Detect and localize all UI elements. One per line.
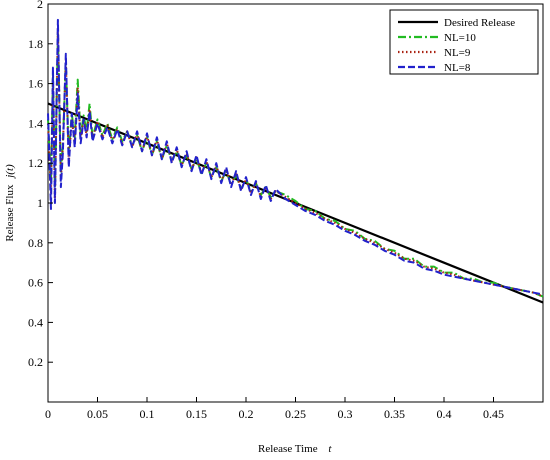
legend-label-nl8: NL=8	[444, 62, 471, 74]
y-tick-label: 1.2	[28, 156, 43, 170]
x-tick-label: 0.4	[437, 407, 452, 421]
x-axis-label: Release Time	[258, 443, 318, 455]
y-tick-label: 1.4	[28, 116, 43, 130]
x-tick-label: 0.2	[239, 407, 254, 421]
y-tick-label: 0.2	[28, 355, 43, 369]
x-tick-label: 0.15	[186, 407, 207, 421]
legend-box	[389, 9, 539, 75]
legend-label-nl10: NL=10	[444, 32, 476, 44]
y-axis-title: Release Flux j(t)	[4, 164, 16, 242]
x-axis-title: Release Time t	[258, 443, 332, 455]
series-line-3	[47, 18, 544, 296]
x-tick-label: 0.05	[87, 407, 108, 421]
x-axis-variable: t	[328, 443, 332, 455]
x-tick-label: 0	[45, 407, 51, 421]
y-tick-label: 1.8	[28, 37, 43, 51]
legend-label-nl9: NL=9	[444, 47, 471, 59]
series-layer	[47, 18, 544, 304]
y-tick-label: 1	[37, 196, 43, 210]
y-tick-label: 1.6	[28, 77, 43, 91]
y-tick-label: 2	[37, 0, 43, 11]
legend: Desired Release NL=10 NL=9 NL=8	[389, 9, 539, 75]
x-tick-label: 0.1	[140, 407, 155, 421]
tick-layer: 0 0.05 0.1 0.15 0.2 0.25 0.3 0.35 0.4 0.45 0.2 0.4 0…	[28, 0, 504, 421]
legend-label-desired: Desired Release	[444, 17, 515, 29]
x-tick-label: 0.3	[338, 407, 353, 421]
y-tick-label: 0.8	[28, 236, 43, 250]
y-tick-label: 0.4	[28, 315, 43, 329]
x-tick-label: 0.25	[285, 407, 306, 421]
x-tick-label: 0.45	[483, 407, 504, 421]
y-tick-label: 0.6	[28, 276, 43, 290]
y-axis-label: Release Flux	[4, 184, 16, 242]
y-axis-variable: j(t)	[4, 164, 16, 180]
x-tick-label: 0.35	[384, 407, 405, 421]
